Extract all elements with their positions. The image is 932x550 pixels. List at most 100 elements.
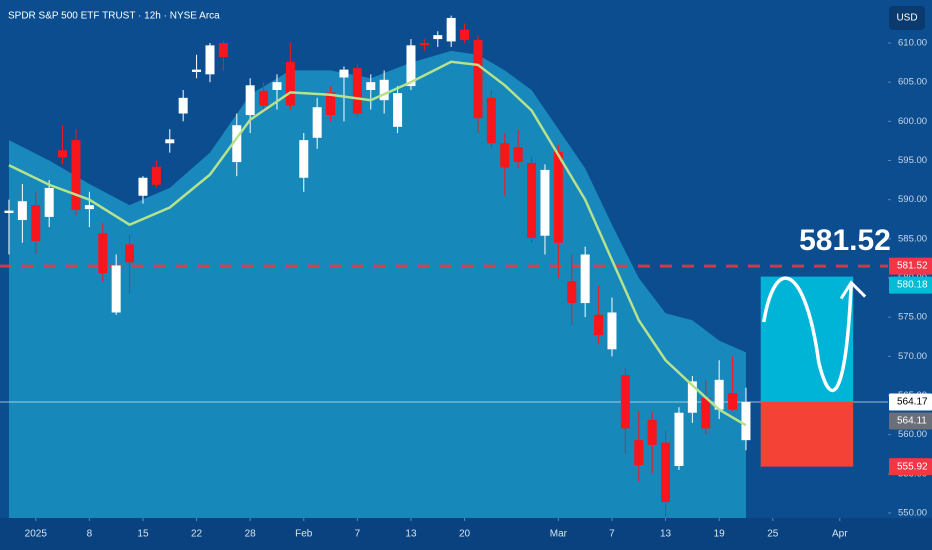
candle-body bbox=[647, 419, 657, 445]
candle-body bbox=[661, 442, 671, 503]
x-tick-label: 25 bbox=[767, 529, 779, 540]
candle-body bbox=[272, 82, 282, 90]
candle-body bbox=[728, 393, 738, 410]
candle-body bbox=[17, 201, 27, 221]
plot-area: 581.52 bbox=[0, 15, 891, 519]
y-tick-label: 590.00 bbox=[898, 194, 927, 205]
candle-body bbox=[446, 17, 456, 42]
x-tick-label: 28 bbox=[245, 529, 257, 540]
y-tick-label: 570.00 bbox=[898, 351, 927, 362]
candle-body bbox=[473, 39, 483, 119]
candle-body bbox=[607, 312, 617, 350]
candle-body bbox=[111, 265, 121, 313]
x-tick-label: 22 bbox=[191, 529, 203, 540]
candle-body bbox=[84, 205, 94, 210]
candle-body bbox=[4, 210, 14, 213]
x-tick-label: Feb bbox=[295, 529, 313, 540]
candle-body bbox=[165, 139, 175, 144]
forecast-curve bbox=[761, 276, 853, 393]
y-tick-label: 610.00 bbox=[898, 38, 927, 49]
candle-body bbox=[513, 147, 523, 163]
candle-body bbox=[339, 69, 349, 78]
candle-body bbox=[366, 82, 376, 90]
x-tick-label: Apr bbox=[832, 529, 848, 540]
y-tick-label: 585.00 bbox=[898, 233, 927, 244]
price-label: 564.17 bbox=[897, 397, 928, 408]
candle-body bbox=[138, 177, 148, 196]
x-tick-label: 15 bbox=[137, 529, 149, 540]
candle-body bbox=[326, 92, 336, 116]
candle-body bbox=[312, 107, 322, 138]
currency-label[interactable]: USD bbox=[896, 13, 917, 24]
y-tick-label: 575.00 bbox=[898, 312, 927, 323]
x-tick-label: 7 bbox=[609, 529, 615, 540]
candle-body bbox=[232, 125, 242, 163]
price-label: 564.11 bbox=[897, 416, 927, 427]
candle-body bbox=[674, 412, 684, 466]
candle-body bbox=[245, 85, 255, 116]
candle-body bbox=[352, 68, 362, 114]
price-label-box bbox=[889, 458, 932, 476]
x-tick-label: 20 bbox=[459, 529, 471, 540]
price-label-box bbox=[889, 412, 932, 430]
x-tick-label: 8 bbox=[87, 529, 93, 540]
price-label-box bbox=[889, 393, 932, 411]
price-label-box bbox=[889, 257, 932, 275]
y-tick-label: 605.00 bbox=[898, 77, 927, 88]
candle-body bbox=[553, 151, 563, 243]
candle-body bbox=[634, 440, 644, 466]
candle-body bbox=[460, 29, 470, 40]
y-tick-label: 600.00 bbox=[898, 116, 927, 127]
candle-body bbox=[44, 187, 54, 217]
y-tick-label: 550.00 bbox=[898, 508, 927, 519]
axes: 550.00555.00560.00565.00570.00575.00580.… bbox=[25, 38, 932, 540]
candle-body bbox=[192, 69, 202, 72]
currency-button[interactable] bbox=[889, 6, 925, 30]
time-axis bbox=[0, 518, 932, 550]
price-label: 580.18 bbox=[897, 280, 928, 291]
chart-title: SPDR S&P 500 ETF TRUST · 12h · NYSE Arca bbox=[8, 11, 220, 22]
x-tick-label: 7 bbox=[355, 529, 361, 540]
candle-body bbox=[151, 166, 161, 185]
candle-body bbox=[31, 205, 41, 242]
candle-body bbox=[125, 244, 135, 263]
ma-line bbox=[8, 60, 747, 427]
candle-body bbox=[433, 35, 443, 40]
price-label-box bbox=[889, 276, 932, 294]
candle-body bbox=[58, 150, 68, 158]
candle-body bbox=[379, 79, 389, 101]
x-tick-label: 19 bbox=[714, 529, 726, 540]
candle-body bbox=[285, 61, 295, 106]
x-tick-label: 2025 bbox=[25, 529, 48, 540]
candle-body bbox=[687, 381, 697, 413]
candle-body bbox=[500, 143, 510, 168]
price-label: 581.52 bbox=[897, 261, 928, 272]
y-tick-label: 595.00 bbox=[898, 155, 927, 166]
candle-body bbox=[71, 140, 81, 210]
candle-body bbox=[580, 254, 590, 304]
forecast-arrowhead bbox=[839, 280, 867, 300]
y-tick-label: 560.00 bbox=[898, 429, 927, 440]
candle-body bbox=[406, 45, 416, 87]
candle-body bbox=[299, 140, 309, 178]
candle-body bbox=[218, 43, 228, 58]
target-big-label: 581.52 bbox=[799, 224, 891, 257]
candle-body bbox=[594, 314, 604, 336]
candle-body bbox=[205, 45, 215, 75]
x-tick-label: 13 bbox=[660, 529, 672, 540]
candle-body bbox=[567, 281, 577, 304]
candle-body bbox=[741, 402, 751, 441]
candle-body bbox=[486, 97, 496, 144]
candle-body bbox=[714, 379, 724, 410]
candle-body bbox=[527, 162, 537, 239]
candle-body bbox=[701, 397, 711, 429]
candle-body bbox=[540, 169, 550, 236]
x-tick-label: Mar bbox=[550, 529, 568, 540]
candle-body bbox=[98, 233, 108, 274]
loss-zone bbox=[760, 402, 854, 467]
candle-body bbox=[178, 97, 188, 114]
candle-body bbox=[259, 90, 269, 106]
candle-body bbox=[393, 93, 403, 127]
